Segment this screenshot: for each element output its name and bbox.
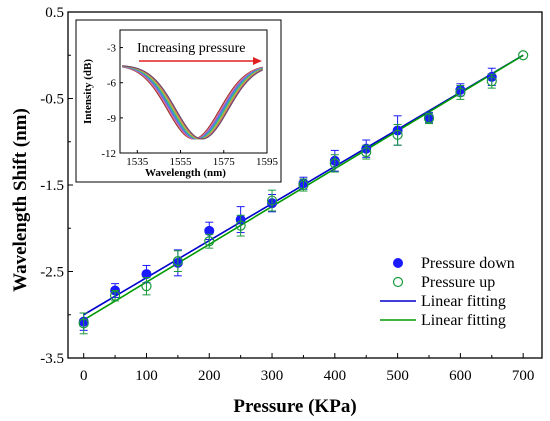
y-tick-label: -0.5 bbox=[40, 92, 64, 108]
inset-x-tick-label: 1535 bbox=[126, 156, 149, 168]
y-tick-label: -1.5 bbox=[40, 178, 64, 194]
x-axis-title: Pressure (KPa) bbox=[233, 396, 356, 417]
x-tick-label: 100 bbox=[135, 368, 158, 384]
data-point-up bbox=[455, 87, 466, 98]
x-tick-label: 700 bbox=[512, 368, 535, 384]
inset-y-tick-label: -9 bbox=[107, 113, 117, 125]
data-point-up bbox=[518, 50, 529, 61]
inset-x-tick-label: 1575 bbox=[213, 156, 236, 168]
data-point-up bbox=[361, 147, 372, 158]
y-axis-title: Wavelength Shift (nm) bbox=[10, 108, 31, 292]
legend-marker bbox=[393, 258, 403, 268]
x-tick-label: 500 bbox=[386, 368, 409, 384]
inset-y-tick-label: -3 bbox=[107, 43, 117, 55]
x-tick-label: 300 bbox=[261, 368, 284, 384]
x-tick-label: 600 bbox=[449, 368, 472, 384]
legend-label: Linear fitting bbox=[421, 293, 506, 310]
data-point-up bbox=[266, 195, 278, 206]
data-point-up bbox=[423, 113, 435, 124]
legend-label: Pressure up bbox=[421, 274, 495, 291]
inset-y-axis-title: Intensity (dB) bbox=[82, 59, 94, 124]
legend-label: Linear fitting bbox=[421, 312, 506, 329]
inset-arrow-head bbox=[253, 57, 262, 65]
data-point-up bbox=[235, 220, 246, 231]
data-point-up bbox=[141, 281, 152, 292]
inset-frame bbox=[119, 29, 268, 154]
legend-label: Pressure down bbox=[421, 255, 515, 272]
inset-y-tick-label: -6 bbox=[107, 78, 117, 90]
data-point-up bbox=[172, 256, 183, 267]
inset-y-tick-label: -12 bbox=[101, 148, 116, 160]
y-tick-label: 0.5 bbox=[45, 5, 64, 21]
legend-marker bbox=[392, 276, 404, 288]
data-point-up bbox=[298, 179, 309, 191]
data-point-up bbox=[486, 76, 497, 87]
inset-annotation: Increasing pressure bbox=[137, 41, 245, 56]
data-point-up bbox=[329, 158, 340, 169]
x-tick-label: 0 bbox=[80, 368, 88, 384]
y-tick-label: -3.5 bbox=[40, 351, 64, 367]
x-tick-label: 200 bbox=[198, 368, 221, 384]
data-point-up bbox=[204, 236, 215, 247]
inset-panel bbox=[75, 19, 282, 183]
inset-x-tick-label: 1595 bbox=[256, 156, 279, 168]
data-point-up bbox=[109, 290, 121, 301]
data-point-up bbox=[78, 318, 89, 329]
x-tick-label: 400 bbox=[324, 368, 347, 384]
inset-x-axis-title: Wavelength (nm) bbox=[145, 167, 226, 179]
inset-x-tick-label: 1555 bbox=[170, 156, 193, 168]
spectrum-curve bbox=[122, 65, 263, 140]
y-tick-label: -2.5 bbox=[40, 265, 64, 281]
data-point-up bbox=[392, 129, 403, 140]
